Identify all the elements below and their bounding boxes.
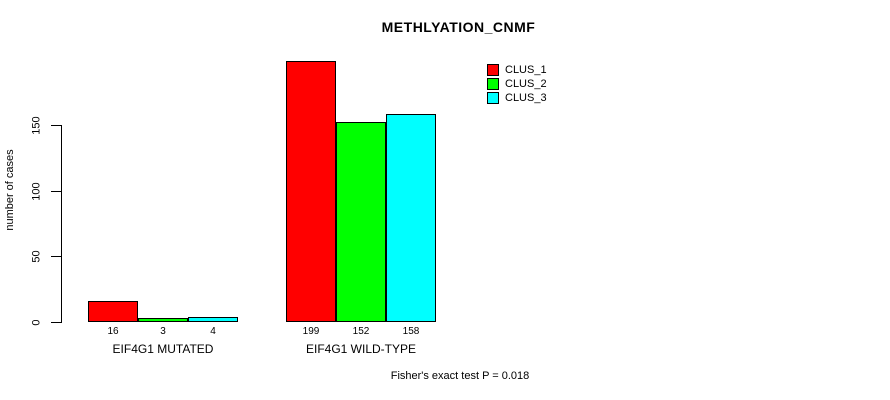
bar-clus-1-eif4g1-mutated [88, 301, 138, 322]
y-axis-label: number of cases [4, 149, 16, 231]
bar-clus-3-eif4g1-wild-type [386, 114, 436, 322]
legend-swatch-clus-1 [487, 64, 499, 76]
legend-swatch-clus-3 [487, 92, 499, 104]
legend-label: CLUS_1 [505, 64, 547, 76]
y-axis-tick-label: 150 [30, 116, 43, 135]
bar-clus-2-eif4g1-mutated [138, 318, 188, 322]
y-axis-tick [51, 191, 61, 192]
legend-swatch-clus-2 [487, 78, 499, 90]
bar-value-label: 158 [402, 326, 420, 337]
bar-clus-3-eif4g1-mutated [188, 317, 238, 322]
y-axis-tick-label: 0 [30, 319, 43, 326]
y-axis-tick [51, 125, 61, 126]
y-axis-tick [51, 322, 61, 323]
legend-label: CLUS_2 [505, 78, 547, 90]
bar-clus-2-eif4g1-wild-type [336, 122, 386, 322]
y-axis-tick [51, 256, 61, 257]
y-axis-tick-label: 50 [30, 250, 43, 263]
legend-row-clus-3: CLUS_3 [487, 91, 547, 105]
pvalue-annotation: Fisher's exact test P = 0.018 [390, 370, 530, 382]
x-category-label-eif4g1-mutated: EIF4G1 MUTATED [112, 342, 214, 356]
chart-title: METHLYATION_CNMF [381, 19, 536, 35]
bar-value-label: 4 [210, 326, 216, 337]
bar-clus-1-eif4g1-wild-type [286, 61, 336, 322]
legend-row-clus-1: CLUS_1 [487, 63, 547, 77]
x-category-label-eif4g1-wild-type: EIF4G1 WILD-TYPE [305, 342, 417, 356]
legend-row-clus-2: CLUS_2 [487, 77, 547, 91]
bar-value-label: 199 [302, 326, 320, 337]
legend: CLUS_1 CLUS_2 CLUS_3 [487, 63, 547, 105]
bar-value-label: 16 [107, 326, 119, 337]
legend-label: CLUS_3 [505, 92, 547, 104]
bar-value-label: 152 [352, 326, 370, 337]
y-axis-tick-label: 100 [30, 182, 43, 201]
y-axis-line [61, 125, 62, 323]
bar-value-label: 3 [160, 326, 166, 337]
